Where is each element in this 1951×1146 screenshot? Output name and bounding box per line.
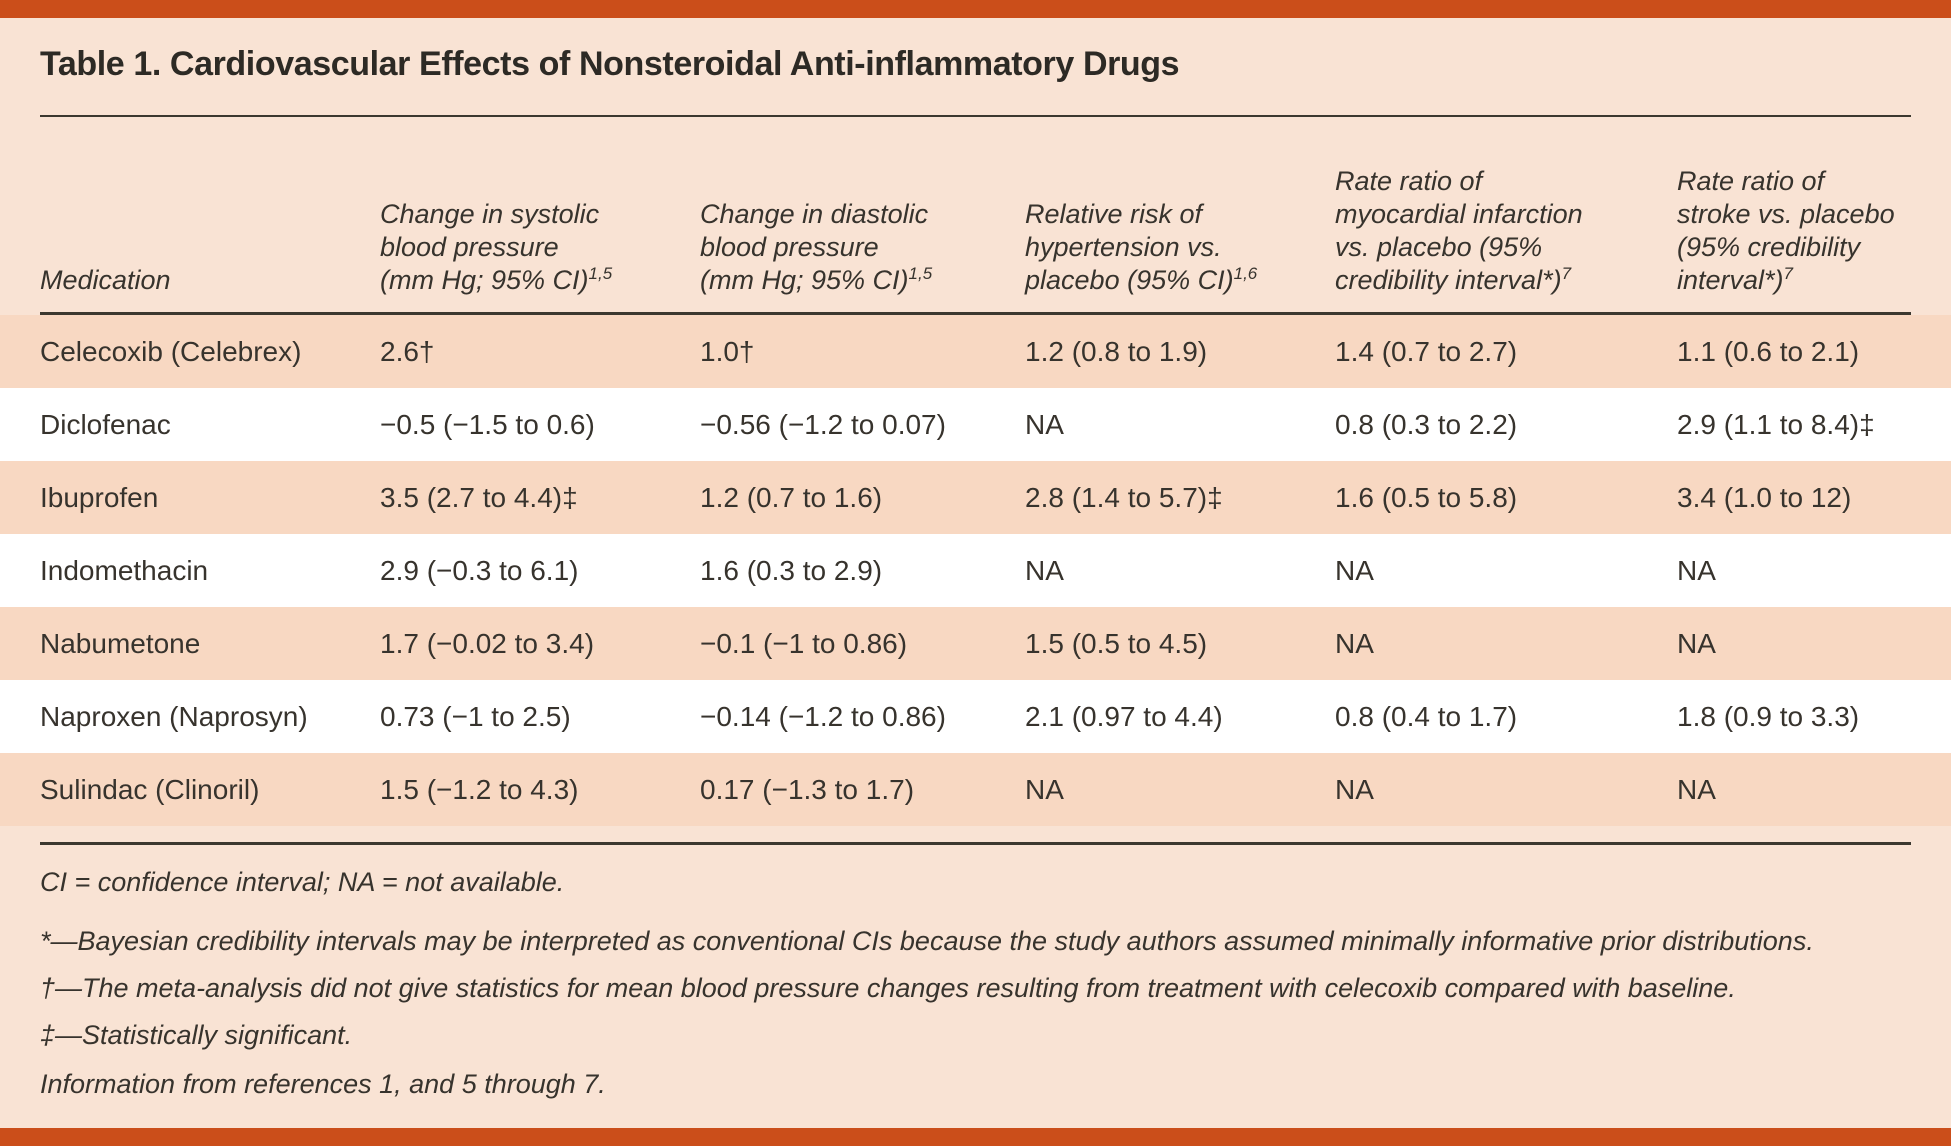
reference-superscript: 1,6 <box>1233 264 1258 283</box>
table-figure-content: Table 1. Cardiovascular Effects of Nonst… <box>0 18 1951 1128</box>
header-line: Relative risk of <box>1025 199 1203 229</box>
footnote-asterisk: *—Bayesian credibility intervals may be … <box>40 926 1814 956</box>
col-header-stroke: Rate ratio of stroke vs. placebo (95% cr… <box>1677 165 1911 297</box>
bottom-accent-bar <box>0 1128 1951 1146</box>
table-row-celecoxib: Celecoxib (Celebrex) 2.6† 1.0† 1.2 (0.8 … <box>0 315 1951 388</box>
cell-diastolic: −0.56 (−1.2 to 0.07) <box>700 408 946 440</box>
cell-stroke: NA <box>1677 627 1716 659</box>
cell-hypertension: 2.1 (0.97 to 4.4) <box>1025 700 1223 732</box>
source-note: Information from references 1, and 5 thr… <box>40 1069 606 1099</box>
cell-hypertension: NA <box>1025 554 1064 586</box>
header-line: (mm Hg; 95% CI)1,5 <box>700 264 933 295</box>
header-line: Medication <box>40 265 171 295</box>
header-line: Change in diastolic <box>700 199 929 229</box>
cell-medication: Diclofenac <box>40 408 171 440</box>
cell-diastolic: 1.2 (0.7 to 1.6) <box>700 481 883 513</box>
header-line: blood pressure <box>380 232 559 262</box>
footnote-dagger: †—The meta-analysis did not give statist… <box>40 973 1736 1003</box>
cell-systolic: 1.5 (−1.2 to 4.3) <box>380 773 579 805</box>
col-header-myocardial-infarction: Rate ratio of myocardial infarction vs. … <box>1335 165 1677 297</box>
table-row-sulindac: Sulindac (Clinoril) 1.5 (−1.2 to 4.3) 0.… <box>0 753 1951 826</box>
cell-myocardial-infarction: NA <box>1335 773 1374 805</box>
cell-diastolic: −0.14 (−1.2 to 0.86) <box>700 700 946 732</box>
footnote-divider <box>40 842 1911 845</box>
cell-hypertension: NA <box>1025 773 1064 805</box>
table-row-indomethacin: Indomethacin 2.9 (−0.3 to 6.1) 1.6 (0.3 … <box>0 534 1951 607</box>
header-line: interval*)7 <box>1677 264 1794 295</box>
header-line: Rate ratio of <box>1677 166 1825 196</box>
cell-systolic: 1.7 (−0.02 to 3.4) <box>380 627 595 659</box>
cell-systolic: −0.5 (−1.5 to 0.6) <box>380 408 595 440</box>
cell-diastolic: 1.0† <box>700 335 755 367</box>
table-row-naproxen: Naproxen (Naprosyn) 0.73 (−1 to 2.5) −0.… <box>0 680 1951 753</box>
cell-stroke: 1.8 (0.9 to 3.3) <box>1677 700 1860 732</box>
footnote-double-dagger: ‡—Statistically significant. <box>40 1020 353 1050</box>
cell-systolic: 0.73 (−1 to 2.5) <box>380 700 571 732</box>
cell-myocardial-infarction: 1.4 (0.7 to 2.7) <box>1335 335 1518 367</box>
footnote-abbreviations: CI = confidence interval; NA = not avail… <box>40 867 565 897</box>
cell-medication: Ibuprofen <box>40 481 159 513</box>
table-row-nabumetone: Nabumetone 1.7 (−0.02 to 3.4) −0.1 (−1 t… <box>0 607 1951 680</box>
title-divider <box>40 115 1911 117</box>
cell-systolic: 2.9 (−0.3 to 6.1) <box>380 554 579 586</box>
cell-systolic: 3.5 (2.7 to 4.4)‡ <box>380 481 578 513</box>
cell-hypertension: 1.5 (0.5 to 4.5) <box>1025 627 1208 659</box>
header-line: Rate ratio of <box>1335 166 1483 196</box>
table-row-diclofenac: Diclofenac −0.5 (−1.5 to 0.6) −0.56 (−1.… <box>0 388 1951 461</box>
table-title: Table 1. Cardiovascular Effects of Nonst… <box>40 45 1180 83</box>
col-header-diastolic: Change in diastolic blood pressure (mm H… <box>700 198 1025 297</box>
top-accent-bar <box>0 0 1951 18</box>
cell-hypertension: 1.2 (0.8 to 1.9) <box>1025 335 1208 367</box>
reference-superscript: 7 <box>1783 264 1794 283</box>
col-header-systolic: Change in systolic blood pressure (mm Hg… <box>380 198 700 297</box>
reference-superscript: 1,5 <box>908 264 933 283</box>
reference-superscript: 1,5 <box>588 264 613 283</box>
cell-medication: Celecoxib (Celebrex) <box>40 335 302 367</box>
cell-medication: Naproxen (Naprosyn) <box>40 700 308 732</box>
cell-myocardial-infarction: NA <box>1335 627 1374 659</box>
header-line: (mm Hg; 95% CI)1,5 <box>380 264 613 295</box>
header-line: Change in systolic <box>380 199 600 229</box>
table-body: Celecoxib (Celebrex) 2.6† 1.0† 1.2 (0.8 … <box>0 315 1951 826</box>
cell-stroke: 3.4 (1.0 to 12) <box>1677 481 1852 513</box>
cell-diastolic: 0.17 (−1.3 to 1.7) <box>700 773 915 805</box>
cell-medication: Sulindac (Clinoril) <box>40 773 260 805</box>
header-line: placebo (95% CI)1,6 <box>1025 264 1258 295</box>
header-line: hypertension vs. <box>1025 232 1222 262</box>
header-line: credibility interval*)7 <box>1335 264 1572 295</box>
header-line: vs. placebo (95% <box>1335 232 1543 262</box>
header-line: stroke vs. placebo <box>1677 199 1895 229</box>
cell-myocardial-infarction: NA <box>1335 554 1374 586</box>
cell-hypertension: NA <box>1025 408 1064 440</box>
table-header-row: Medication Change in systolic blood pres… <box>0 117 1951 312</box>
cell-myocardial-infarction: 0.8 (0.3 to 2.2) <box>1335 408 1518 440</box>
header-divider <box>40 312 1911 315</box>
cell-myocardial-infarction: 0.8 (0.4 to 1.7) <box>1335 700 1518 732</box>
cell-medication: Nabumetone <box>40 627 201 659</box>
cell-stroke: NA <box>1677 773 1716 805</box>
reference-superscript: 7 <box>1561 264 1572 283</box>
header-line: myocardial infarction <box>1335 199 1583 229</box>
table-row-ibuprofen: Ibuprofen 3.5 (2.7 to 4.4)‡ 1.2 (0.7 to … <box>0 461 1951 534</box>
cell-diastolic: 1.6 (0.3 to 2.9) <box>700 554 883 586</box>
cell-diastolic: −0.1 (−1 to 0.86) <box>700 627 908 659</box>
cell-systolic: 2.6† <box>380 335 435 367</box>
cell-stroke: NA <box>1677 554 1716 586</box>
cell-medication: Indomethacin <box>40 554 209 586</box>
header-line: blood pressure <box>700 232 879 262</box>
cell-myocardial-infarction: 1.6 (0.5 to 5.8) <box>1335 481 1518 513</box>
cell-hypertension: 2.8 (1.4 to 5.7)‡ <box>1025 481 1223 513</box>
cell-stroke: 2.9 (1.1 to 8.4)‡ <box>1677 408 1875 440</box>
col-header-hypertension: Relative risk of hypertension vs. placeb… <box>1025 198 1335 297</box>
header-line: (95% credibility <box>1677 232 1861 262</box>
col-header-medication: Medication <box>40 264 380 297</box>
cell-stroke: 1.1 (0.6 to 2.1) <box>1677 335 1860 367</box>
